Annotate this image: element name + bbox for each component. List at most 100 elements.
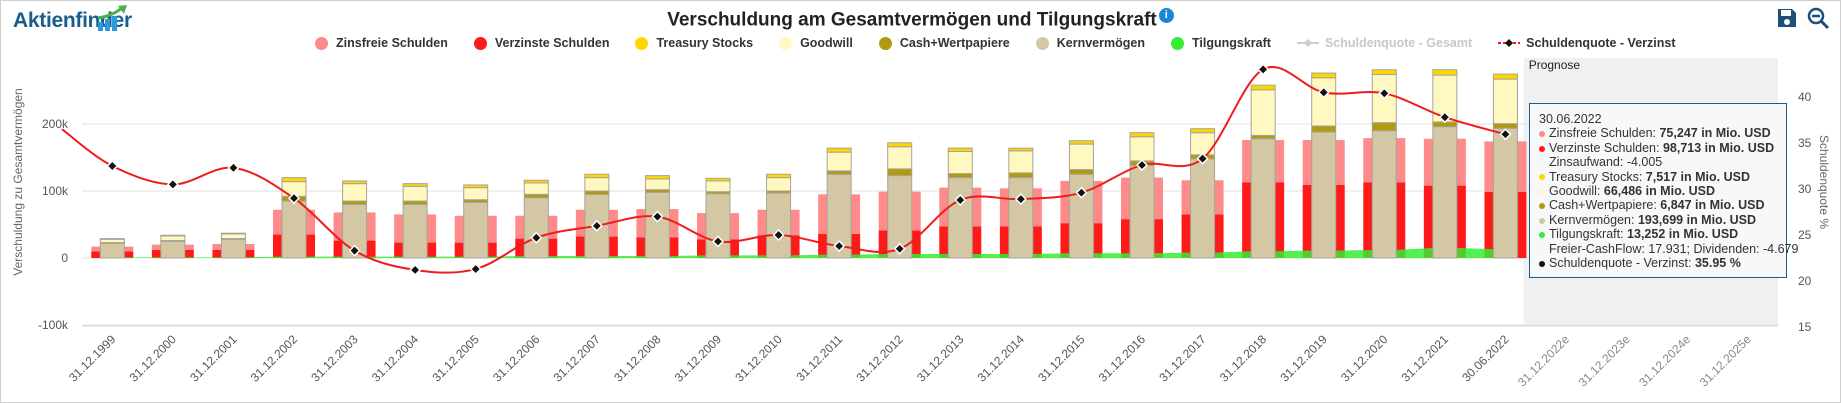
bar-goodwill (402, 185, 428, 202)
legend-label: Cash+Wertpapiere (899, 36, 1010, 50)
legend-item-goodwill[interactable]: Goodwill (779, 36, 853, 50)
x-tick-label: 31.12.2011 (794, 332, 846, 384)
bar-goodwill (1311, 77, 1337, 127)
legend-item-quote_verzinst[interactable]: Schuldenquote - Verzinst (1498, 36, 1676, 50)
tooltip-label: Treasury Stocks: (1549, 169, 1646, 184)
y2-tick-label: 30 (1798, 182, 1812, 196)
tooltip-value: 6,847 in Mio. USD (1660, 198, 1765, 213)
x-tick-label: 31.12.2020 (1338, 332, 1391, 385)
x-tick-label: 31.12.2021 (1399, 332, 1452, 385)
bar-treasury-stocks (342, 180, 368, 185)
chart-tooltip: 30.06.2022 Zinsfreie Schulden: 75,247 in… (1529, 103, 1798, 278)
bar-cash-wertpapiere (947, 173, 973, 179)
tooltip-row-kern: Kernvermögen: 193,699 in Mio. USD (1539, 213, 1786, 227)
bar-goodwill (1008, 150, 1034, 174)
bar-kernvermoegen (402, 203, 428, 259)
bar-goodwill (1492, 78, 1518, 125)
y-tick-label: 200k (42, 117, 69, 131)
bar-treasury-stocks (1432, 69, 1458, 76)
tooltip-value: 13,252 in Mio. USD (1627, 227, 1739, 242)
point-schuldenquote-verzinst (651, 210, 664, 223)
legend-item-quote_gesamt[interactable]: Schuldenquote - Gesamt (1296, 36, 1473, 50)
bar-cash-wertpapiere (887, 168, 913, 177)
legend-label: Goodwill (800, 36, 853, 50)
x-tick-label: 31.12.2006 (490, 332, 543, 385)
chart-legend: Zinsfreie Schulden Verzinste Schulden Trea… (315, 36, 1702, 50)
legend-label: Treasury Stocks (656, 36, 754, 50)
legend-label: Schuldenquote - Gesamt (1324, 36, 1473, 50)
legend-item-treasury[interactable]: Treasury Stocks (635, 36, 753, 50)
bar-cash-wertpapiere (826, 170, 852, 175)
bar-treasury-stocks (281, 177, 307, 183)
point-schuldenquote-verzinst (833, 239, 846, 253)
point-schuldenquote-verzinst (409, 263, 422, 277)
bar-kernvermoegen (1432, 126, 1458, 259)
legend-symbol-icon (473, 36, 487, 50)
bar-treasury-stocks (1129, 132, 1155, 138)
bar-goodwill (220, 233, 246, 240)
bar-kernvermoegen (1250, 138, 1276, 259)
bar-treasury-stocks (947, 147, 973, 152)
bar-treasury-stocks (463, 184, 489, 189)
tooltip-value: 75,247 in Mio. USD (1659, 126, 1771, 141)
tooltip-row-cash: Cash+Wertpapiere: 6,847 in Mio. USD (1539, 198, 1786, 212)
tooltip-date: 30.06.2022 (1539, 112, 1602, 126)
legend-symbol-icon (878, 36, 892, 50)
tooltip-value: 193,699 in Mio. USD (1637, 212, 1757, 227)
bar-treasury-stocks (160, 234, 186, 237)
point-schuldenquote-verzinst (530, 231, 543, 244)
legend-item-zinsfrei[interactable]: Zinsfreie Schulden (315, 36, 448, 50)
bar-cash-wertpapiere (402, 200, 428, 205)
point-schuldenquote-verzinst (1257, 63, 1270, 76)
legend-symbol-icon (1498, 37, 1521, 49)
tooltip-dot-icon (1539, 145, 1545, 152)
point-schuldenquote-verzinst (1075, 186, 1088, 199)
point-schuldenquote-verzinst (1317, 86, 1330, 99)
x-tick-label: 31.12.2025e (1697, 332, 1754, 389)
bar-treasury-stocks (523, 179, 549, 184)
tooltip-dot-icon (1539, 231, 1545, 238)
bar-kernvermoegen (705, 193, 731, 259)
zoom-out-icon[interactable] (1806, 6, 1830, 30)
legend-label: Zinsfreie Schulden (336, 36, 448, 50)
bar-treasury-stocks (1250, 84, 1276, 91)
x-tick-label: 31.12.2000 (127, 332, 180, 385)
legend-item-kern[interactable]: Kernvermögen (1035, 36, 1145, 50)
bar-kernvermoegen (1371, 130, 1397, 259)
area-tilgungskraft (100, 247, 1518, 258)
bar-treasury-stocks (402, 183, 428, 187)
x-tick-label: 31.12.2007 (551, 332, 604, 385)
bar-goodwill (887, 146, 913, 170)
legend-item-verzinst[interactable]: Verzinste Schulden (473, 36, 609, 50)
bar-kernvermoegen (644, 191, 670, 259)
bar-kernvermoegen (99, 242, 125, 259)
legend-symbol-icon (315, 36, 328, 50)
x-tick-label: 31.12.2018 (1217, 332, 1270, 385)
legend-label: Kernvermögen (1056, 36, 1145, 50)
tooltip-label: Schuldenquote - Verzinst: (1549, 256, 1695, 271)
bar-cash-wertpapiere (1068, 169, 1094, 175)
save-icon[interactable] (1775, 6, 1799, 30)
bar-treasury-stocks (1008, 147, 1034, 152)
bar-cash-wertpapiere (1311, 125, 1337, 133)
point-schuldenquote-verzinst (1499, 128, 1512, 141)
bar-goodwill (826, 151, 852, 172)
y2-tick-label: 35 (1798, 136, 1812, 150)
bar-treasury-stocks (826, 147, 852, 153)
legend-item-tilgung[interactable]: Tilgungskraft (1170, 36, 1271, 50)
tooltip-label: Cash+Wertpapiere: (1549, 198, 1661, 213)
legend-symbol-icon (1296, 37, 1319, 49)
point-schuldenquote-verzinst (287, 192, 301, 205)
info-icon[interactable]: i (1158, 8, 1174, 23)
x-tick-label: 31.12.2014 (975, 332, 1028, 385)
tooltip-label: Zinsfreie Schulden: (1549, 126, 1660, 141)
tooltip-dot-icon (1539, 217, 1545, 224)
bar-treasury-stocks (220, 232, 246, 235)
y2-axis-title: Schuldenquote % (1817, 135, 1831, 229)
bar-goodwill (584, 177, 610, 192)
legend-symbol-icon (635, 36, 649, 50)
bar-kernvermoegen (220, 238, 246, 259)
legend-item-cash[interactable]: Cash+Wertpapiere (878, 36, 1010, 50)
x-tick-label: 31.12.2009 (672, 332, 725, 385)
